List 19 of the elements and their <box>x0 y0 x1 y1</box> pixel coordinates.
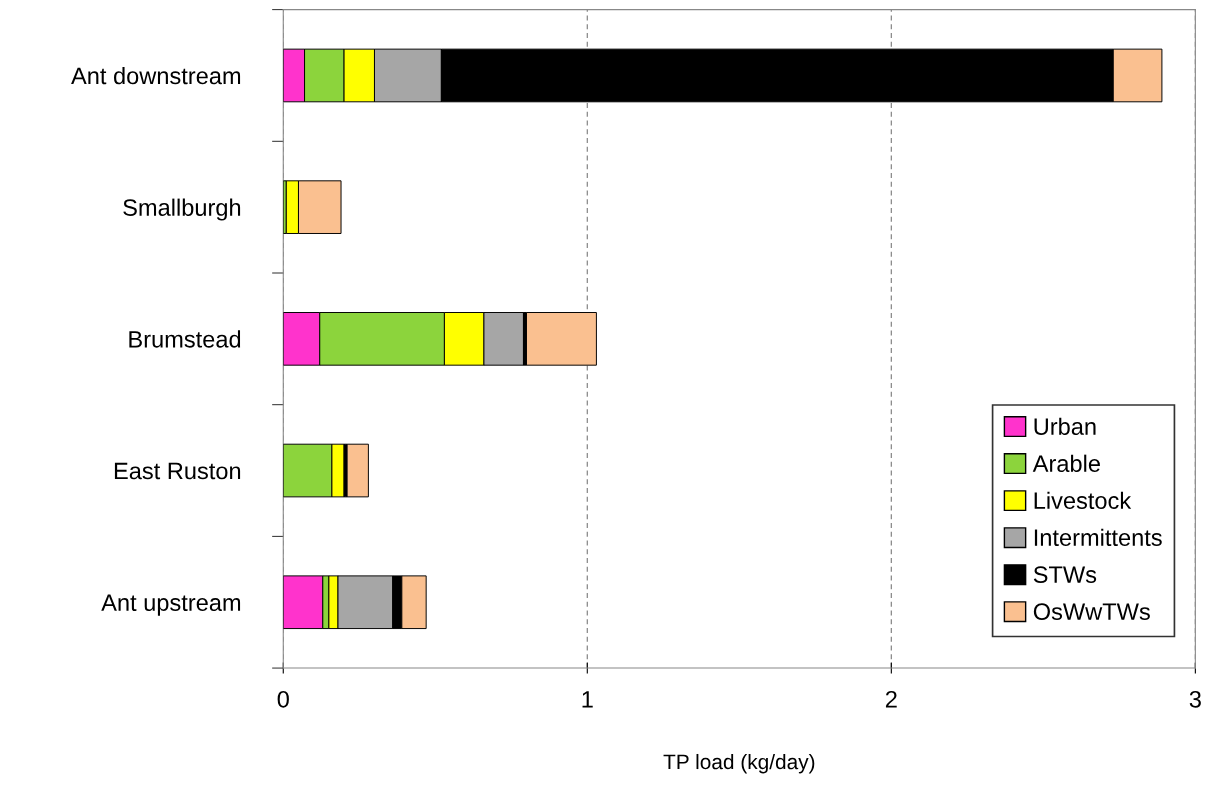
x-tick-label: 0 <box>277 690 289 708</box>
y-tick-label: Smallburgh <box>123 198 241 221</box>
legend-label: STWs <box>1033 566 1097 584</box>
x-axis-title: TP load (kg/day) <box>663 753 815 774</box>
legend-label: OsWwTWs <box>1033 603 1150 621</box>
legend-label: Arable <box>1032 454 1100 472</box>
x-tick-label: 3 <box>1189 690 1201 708</box>
legend-label: Urban <box>1034 417 1096 435</box>
legend-label: Intermittents <box>1034 528 1162 547</box>
bar <box>526 312 597 366</box>
y-tick-label: East Ruston <box>114 462 241 480</box>
bar <box>346 443 369 498</box>
y-tick-label: Brumstead <box>129 330 241 348</box>
bar <box>283 575 324 630</box>
x-tick-label: 1 <box>582 691 593 708</box>
legend-label: Livestock <box>1034 491 1132 509</box>
y-tick-label: Ant upstream <box>101 594 241 616</box>
y-tick-label: Ant downstream <box>71 66 241 85</box>
x-tick-label: 2 <box>885 690 897 708</box>
